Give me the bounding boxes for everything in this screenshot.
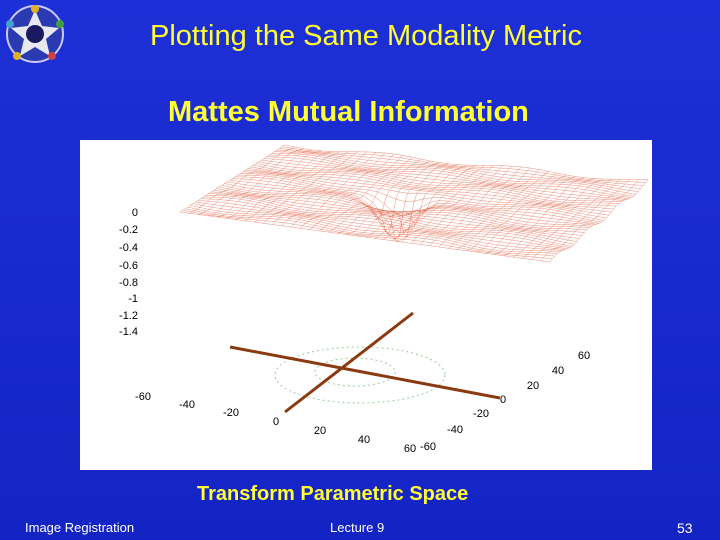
surface-plot: 60 40 20 0 -20 -40 -60 60 40 20 0 -20 -40 -60 -1.4 -1.2… bbox=[80, 140, 652, 470]
mesh-line bbox=[214, 190, 582, 236]
footer-center: Lecture 9 bbox=[330, 520, 385, 535]
mesh-line bbox=[318, 158, 422, 231]
z-tick-label: -0.6 bbox=[119, 260, 138, 272]
z-tick-label: -0.8 bbox=[119, 277, 138, 289]
mesh-line bbox=[216, 150, 322, 218]
z-tick-label: -1.2 bbox=[119, 310, 138, 322]
mesh-line bbox=[179, 211, 551, 263]
mesh-line bbox=[207, 149, 313, 216]
mesh-line bbox=[203, 196, 573, 247]
mesh-line bbox=[195, 201, 565, 250]
y-tick-label: -40 bbox=[447, 424, 463, 436]
mesh-line bbox=[189, 146, 295, 214]
logo bbox=[6, 5, 64, 63]
mesh-line bbox=[179, 144, 286, 213]
mesh-line bbox=[284, 144, 649, 181]
mesh-line bbox=[244, 151, 349, 221]
mesh-line bbox=[235, 151, 340, 220]
mesh-line bbox=[198, 148, 304, 215]
y-tick-label: 60 bbox=[578, 350, 590, 362]
footer-right: 53 bbox=[677, 520, 693, 536]
mesh-line bbox=[208, 193, 577, 242]
x-tick-label: -60 bbox=[135, 391, 151, 403]
mesh-line bbox=[253, 151, 358, 223]
x-tick-label: 40 bbox=[358, 434, 370, 446]
x-tick-label: 60 bbox=[404, 443, 416, 455]
mesh-line bbox=[346, 163, 449, 243]
mesh-line bbox=[182, 210, 553, 260]
y-tick-label: -20 bbox=[473, 408, 489, 420]
mesh-line bbox=[200, 198, 570, 248]
mesh-line bbox=[327, 160, 431, 233]
mesh-line bbox=[309, 157, 413, 230]
mesh-line bbox=[221, 185, 590, 228]
footer-left: Image Registration bbox=[25, 520, 135, 535]
z-tick-label: -0.4 bbox=[119, 242, 138, 254]
x-tick-label: 0 bbox=[273, 416, 279, 428]
title: Plotting the Same Modality Metric bbox=[150, 20, 582, 52]
mesh-line bbox=[263, 151, 367, 224]
mesh-line bbox=[250, 166, 617, 207]
caption: Transform Parametric Space bbox=[197, 483, 469, 505]
y-tick-label: 40 bbox=[552, 365, 564, 377]
subtitle: Mattes Mutual Information bbox=[168, 96, 529, 128]
z-tick-label: -1 bbox=[128, 293, 138, 305]
mesh-line bbox=[232, 178, 600, 243]
mesh-line bbox=[219, 186, 587, 230]
x-tick-label: -20 bbox=[223, 407, 239, 419]
mesh-line bbox=[226, 151, 331, 219]
mesh-line bbox=[187, 206, 558, 254]
mesh-line bbox=[227, 181, 595, 228]
y-tick-label: 20 bbox=[527, 380, 539, 392]
x-tick-label: 20 bbox=[314, 425, 326, 437]
mesh-line bbox=[190, 205, 560, 253]
mesh-line bbox=[300, 155, 404, 229]
y-tick-label: 0 bbox=[500, 394, 506, 406]
mesh-line bbox=[355, 164, 458, 237]
mesh-line bbox=[281, 152, 385, 226]
x-tick-label: -40 bbox=[179, 399, 195, 411]
contour bbox=[274, 346, 446, 404]
mesh-line bbox=[337, 162, 440, 235]
mesh-line bbox=[216, 188, 585, 233]
mesh-line bbox=[229, 180, 597, 239]
mesh-line bbox=[272, 152, 376, 225]
axis-line bbox=[284, 311, 414, 414]
mesh-line bbox=[198, 200, 568, 249]
y-tick-label: -60 bbox=[420, 441, 436, 453]
mesh-line bbox=[206, 195, 575, 245]
mesh-line bbox=[193, 203, 563, 251]
z-tick-label: -1.4 bbox=[119, 326, 138, 338]
axis-line bbox=[229, 345, 501, 400]
mesh-line bbox=[185, 208, 555, 257]
contour bbox=[314, 357, 396, 387]
z-tick-label: 0 bbox=[132, 207, 138, 219]
mesh-line bbox=[211, 191, 580, 239]
mesh-line bbox=[290, 153, 395, 228]
mesh-line bbox=[224, 183, 592, 227]
z-tick-label: -0.2 bbox=[119, 224, 138, 236]
